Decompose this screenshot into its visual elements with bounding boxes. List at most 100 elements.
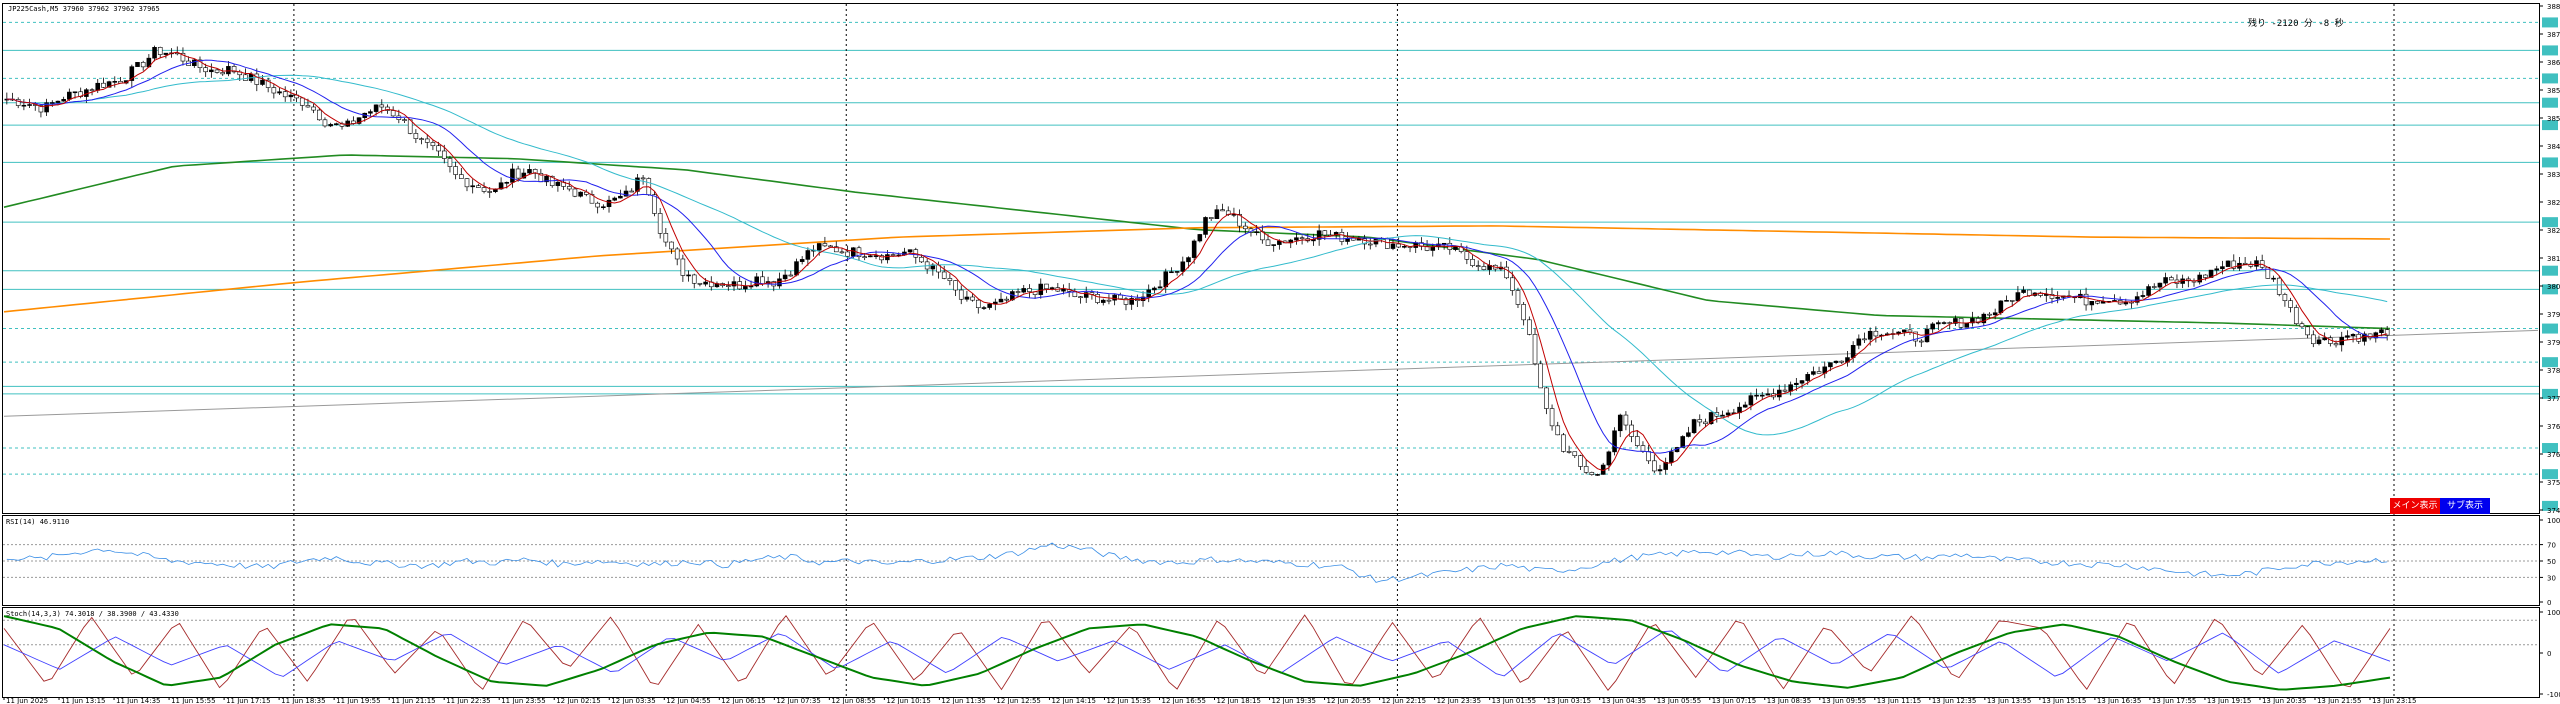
price-tick-label: 38294 — [2547, 199, 2560, 207]
candle-body — [1805, 374, 1810, 381]
candle-body — [726, 285, 731, 287]
candle-body — [1237, 213, 1242, 227]
candle-body — [691, 274, 697, 284]
candle-body — [515, 168, 521, 179]
candle-body — [686, 274, 691, 277]
main-display-button[interactable]: メイン表示 — [2390, 498, 2440, 514]
candle-body — [794, 261, 799, 276]
candle-body — [1828, 362, 1833, 368]
candle-body — [135, 62, 140, 67]
candle-body — [2242, 262, 2248, 265]
candle-body — [879, 255, 884, 261]
candle-body — [1004, 298, 1009, 301]
candle-body — [1265, 239, 1271, 246]
time-tick-label: 12 Jun 12:55 — [996, 697, 1040, 704]
candle-body — [1669, 451, 1674, 463]
level-badge — [2542, 157, 2558, 168]
candle-body — [441, 150, 447, 159]
candle-body — [1640, 445, 1646, 452]
candle-body — [1839, 360, 1845, 363]
candle-body — [2095, 301, 2100, 304]
candle-body — [487, 191, 493, 193]
candle-body — [1390, 243, 1396, 249]
candle-body — [612, 197, 617, 201]
candle-body — [1816, 371, 1822, 374]
candle-body — [2026, 289, 2032, 296]
candle-body — [1606, 451, 1612, 466]
candle-body — [788, 274, 794, 277]
candle-body — [1913, 331, 1918, 342]
candle-body — [2384, 329, 2390, 336]
candle-body — [379, 104, 385, 108]
candle-body — [1339, 232, 1345, 242]
time-tick-label: 13 Jun 03:15 — [1547, 697, 1591, 704]
candle-body — [1015, 291, 1021, 293]
candle-body — [1436, 243, 1441, 248]
candle-body — [566, 186, 572, 190]
candle-body — [1663, 462, 1668, 470]
candle-body — [1299, 237, 1305, 240]
candle-body — [1038, 283, 1044, 295]
candle-body — [317, 109, 322, 121]
rsi-tick-label: 50 — [2547, 558, 2556, 566]
candle-body — [2168, 277, 2174, 281]
candle-body — [1532, 334, 1538, 365]
candle-body — [663, 233, 669, 243]
candle-body — [1703, 421, 1708, 425]
candle-body — [373, 104, 379, 112]
candle-body — [975, 299, 981, 309]
candle-body — [1941, 322, 1947, 324]
candle-body — [1521, 304, 1526, 321]
candle-body — [419, 138, 424, 140]
level-badge — [2542, 120, 2558, 131]
rsi-tick-label: 0 — [2547, 599, 2551, 607]
candle-body — [782, 274, 788, 280]
level-badge — [2542, 443, 2558, 454]
candle-body — [828, 245, 833, 248]
candle-body — [1936, 322, 1941, 325]
candle-body — [1589, 472, 1595, 475]
stoch-panel-frame — [2, 607, 2540, 698]
sub-display-button[interactable]: サブ表示 — [2440, 498, 2490, 514]
price-tick-label: 38444 — [2547, 143, 2560, 151]
candle-body — [981, 307, 987, 309]
candle-body — [1197, 234, 1203, 242]
candle-body — [2055, 297, 2060, 299]
candle-body — [2333, 343, 2339, 346]
candle-body — [1118, 294, 1123, 300]
time-tick-label: 12 Jun 14:15 — [1051, 697, 1095, 704]
candle-body — [260, 79, 265, 85]
candle-body — [2254, 260, 2259, 267]
candle-body — [2225, 260, 2231, 267]
candle-body — [345, 120, 350, 127]
candle-body — [1981, 313, 1987, 324]
price-tick-label: 38669 — [2547, 59, 2560, 67]
time-tick-label: 12 Jun 07:35 — [776, 697, 820, 704]
candle-body — [1049, 287, 1055, 290]
candle-body — [220, 72, 226, 75]
candle-body — [1964, 322, 1970, 328]
candle-body — [180, 52, 186, 62]
candle-body — [555, 181, 561, 186]
candle-body — [1527, 319, 1532, 335]
candle-body — [1555, 425, 1561, 436]
candle-body — [2009, 300, 2015, 302]
candle-body — [424, 138, 430, 143]
time-tick-label: 11 Jun 17:15 — [226, 697, 270, 704]
candle-body — [299, 97, 305, 106]
candle-body — [2157, 282, 2163, 288]
stoch-title: Stoch(14,3,3) 74.3018 / 38.3900 / 43.433… — [6, 610, 179, 618]
time-tick-label: 12 Jun 04:55 — [666, 697, 710, 704]
candle-body — [527, 169, 532, 174]
rsi-tick-label: 30 — [2547, 574, 2556, 582]
candle-body — [243, 74, 248, 81]
stoch-tick-label: 100 — [2547, 609, 2560, 617]
candle-body — [1021, 288, 1027, 293]
candle-body — [1180, 261, 1186, 272]
candle-body — [1561, 434, 1566, 452]
candle-body — [101, 82, 106, 88]
candle-body — [1572, 451, 1578, 456]
candle-body — [2231, 260, 2237, 269]
time-tick-label: 13 Jun 01:55 — [1492, 697, 1536, 704]
